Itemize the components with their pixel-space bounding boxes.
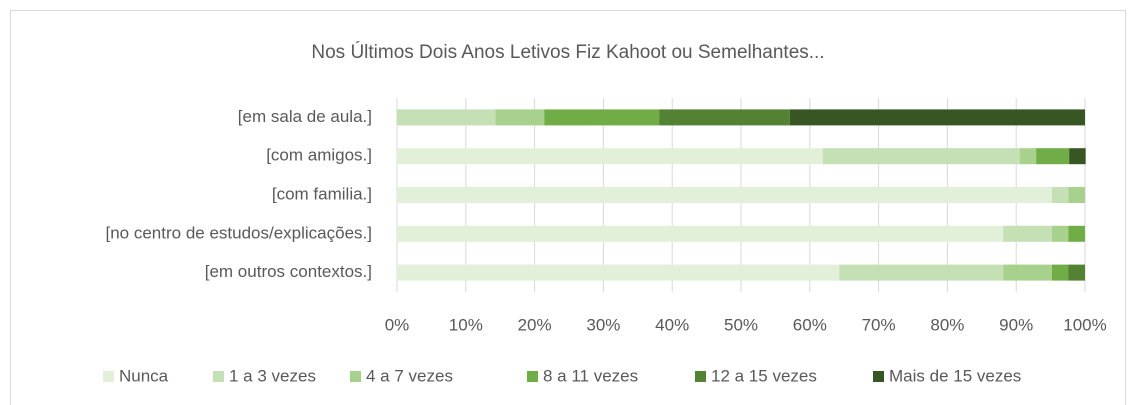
bar-segment xyxy=(1068,225,1085,242)
bar-segment xyxy=(1036,148,1070,165)
legend-swatch xyxy=(527,371,538,382)
x-tick-label: 50% xyxy=(724,315,758,334)
legend-swatch xyxy=(350,371,361,382)
legend-swatch xyxy=(103,371,114,382)
legend-label: 8 a 11 vezes xyxy=(543,366,638,385)
x-tick-label: 80% xyxy=(930,315,964,334)
bar-segment xyxy=(1069,148,1086,165)
bar-segment xyxy=(495,109,545,126)
bar-segment xyxy=(1068,264,1085,281)
chart-border xyxy=(10,10,1126,405)
y-tick-label: [com familia.] xyxy=(272,184,372,203)
x-tick-label: 60% xyxy=(793,315,827,334)
x-tick-label: 70% xyxy=(862,315,896,334)
y-tick-label: [em sala de aula.] xyxy=(238,107,372,126)
x-tick-label: 20% xyxy=(518,315,552,334)
bar-segment xyxy=(1051,225,1069,242)
x-tick-label: 40% xyxy=(655,315,689,334)
y-tick-label: [em outros contextos.] xyxy=(205,262,372,281)
bar-segment xyxy=(1003,264,1052,281)
legend-label: Nunca xyxy=(119,366,169,385)
x-tick-label: 90% xyxy=(999,315,1033,334)
y-tick-label: [com amigos.] xyxy=(266,146,372,165)
legend-swatch xyxy=(873,371,884,382)
bar-segment xyxy=(659,109,790,126)
bar-segment xyxy=(822,148,1020,165)
legend-label: 1 a 3 vezes xyxy=(229,366,316,385)
x-tick-label: 0% xyxy=(385,315,410,334)
bar-segment xyxy=(397,225,1004,242)
bar-segment xyxy=(397,187,1052,203)
bar-segment xyxy=(397,148,823,165)
x-tick-label: 10% xyxy=(449,315,483,334)
x-tick-label: 100% xyxy=(1063,315,1106,334)
bar-segment xyxy=(544,109,660,126)
chart-title: Nos Últimos Dois Anos Letivos Fiz Kahoot… xyxy=(311,41,824,63)
bar-segment xyxy=(1068,187,1085,203)
legend-swatch xyxy=(213,371,224,382)
bar-segment xyxy=(397,109,496,126)
legend-label: Mais de 15 vezes xyxy=(889,366,1021,385)
y-tick-label: [no centro de estudos/explicações.] xyxy=(106,223,373,242)
x-tick-label: 30% xyxy=(586,315,620,334)
bar-segment xyxy=(1051,187,1069,203)
legend-label: 4 a 7 vezes xyxy=(366,366,453,385)
bar-segment xyxy=(1019,148,1037,165)
legend-swatch xyxy=(695,371,706,382)
bar-segment xyxy=(397,264,840,281)
bar-segment xyxy=(839,264,1004,281)
legend-label: 12 a 15 vezes xyxy=(711,366,817,385)
bar-segment xyxy=(1003,225,1052,242)
bar-segment xyxy=(1051,264,1069,281)
bar-segment xyxy=(789,109,1085,126)
